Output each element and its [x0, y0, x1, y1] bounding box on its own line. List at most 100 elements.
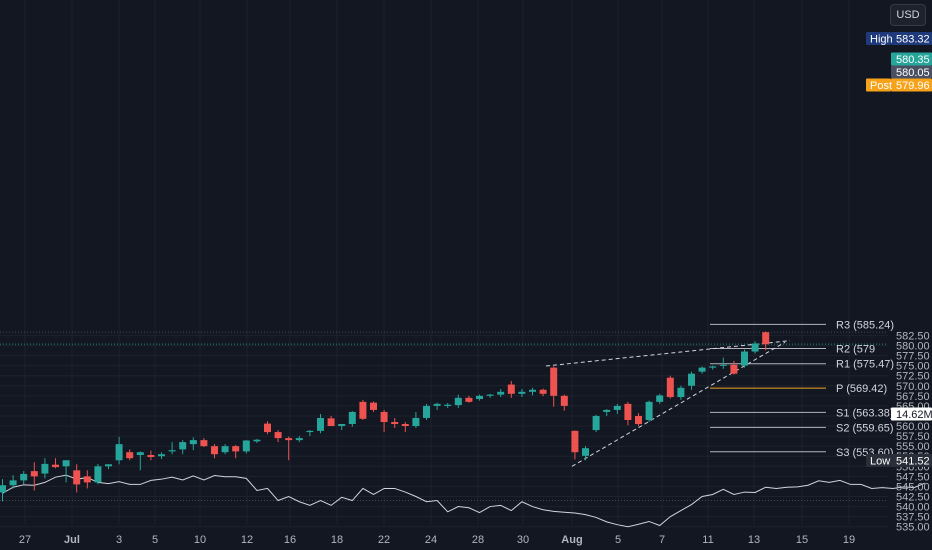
pivot-level-label: S1 (563.38) — [836, 407, 893, 419]
candlestick-series — [0, 331, 770, 502]
candle-body — [0, 485, 6, 493]
candle — [359, 399, 367, 420]
candle — [412, 411, 420, 429]
candle — [285, 436, 293, 461]
candle — [507, 380, 515, 398]
candle — [666, 375, 674, 399]
x-tick-label: Aug — [561, 534, 582, 546]
x-tick-label: 7 — [659, 534, 665, 546]
candle-body — [624, 403, 632, 420]
candle-body — [370, 402, 377, 410]
x-tick-label: 5 — [152, 534, 158, 546]
price-badge: 579.96 Post — [866, 78, 932, 92]
candle — [30, 462, 38, 491]
price-badge-box — [891, 32, 932, 45]
candle — [317, 413, 324, 434]
candle-body — [412, 417, 420, 427]
pivot-level-label: S2 (559.65) — [836, 422, 893, 434]
candle-body — [168, 450, 176, 452]
candle — [465, 395, 473, 403]
candle-body — [9, 480, 17, 486]
candle-body — [317, 417, 324, 431]
y-tick-label: 547.50 — [896, 471, 930, 483]
x-tick-label: 18 — [331, 534, 343, 546]
candle-body — [423, 405, 430, 418]
candle-body — [285, 438, 293, 441]
candle-body — [327, 418, 335, 427]
candle-body — [454, 397, 462, 406]
candle — [94, 463, 102, 485]
price-badges: 583.32High580.35580.05579.96Post541.52Lo… — [866, 32, 932, 468]
candle-body — [518, 391, 526, 394]
candle — [338, 424, 346, 431]
candle-body — [592, 415, 600, 431]
candle — [105, 464, 112, 470]
candle — [582, 446, 589, 461]
candle-body — [571, 430, 579, 453]
candle — [20, 471, 28, 485]
candle — [751, 341, 759, 354]
y-tick-label: 555.00 — [896, 441, 930, 453]
y-tick-label: 575.00 — [896, 361, 930, 373]
x-tick-label: 30 — [517, 534, 529, 546]
candle — [560, 394, 568, 411]
candle — [645, 400, 653, 422]
price-badge-value: 580.35 — [896, 54, 930, 66]
candle-body — [115, 444, 123, 461]
candle-body — [359, 401, 367, 419]
candle-body — [751, 343, 759, 352]
candle-body — [476, 395, 483, 400]
price-badge: 580.05 — [891, 65, 932, 79]
currency-button[interactable]: USD — [890, 4, 926, 26]
candle — [126, 449, 134, 461]
candle — [719, 357, 727, 369]
candle-body — [105, 464, 112, 467]
lower-trend-line — [571, 341, 786, 467]
candle-body — [221, 446, 229, 453]
candle — [370, 401, 377, 412]
candle-body — [232, 446, 240, 452]
volume-line-group — [2, 474, 925, 528]
x-tick-label: 19 — [843, 534, 855, 546]
candle — [189, 437, 197, 451]
candle — [179, 440, 187, 455]
price-badge-box — [891, 78, 932, 92]
candle-body — [560, 395, 568, 406]
candle-body — [147, 455, 155, 458]
candle — [295, 436, 303, 443]
candle — [539, 388, 547, 397]
time-axis[interactable]: 27 Jul 3 5 10 12 16 18 22 24 28 30 Aug 5 7 11 13 15 19 — [19, 534, 855, 546]
candle — [592, 414, 600, 433]
candle-body — [401, 424, 409, 427]
candle-body — [613, 405, 621, 410]
price-badge-value: 583.32 — [896, 34, 930, 46]
candle-body — [189, 440, 197, 445]
candle — [158, 452, 165, 460]
price-badge-value: 579.96 — [896, 80, 930, 92]
trend-lines — [545, 340, 791, 467]
x-tick-label: 5 — [615, 534, 621, 546]
candle-body — [709, 366, 717, 368]
candle — [762, 331, 770, 351]
price-badge-box — [891, 454, 932, 467]
candle — [423, 403, 430, 420]
candle — [486, 393, 494, 398]
candle — [677, 385, 685, 400]
y-tick-label: 567.50 — [896, 391, 930, 403]
y-tick-label: 535.00 — [896, 522, 930, 534]
candle — [741, 349, 748, 368]
price-badge-box — [891, 52, 932, 66]
candle — [200, 438, 208, 447]
candle — [391, 417, 399, 429]
candle-body — [380, 411, 388, 422]
price-axis[interactable]: 535.00537.50540.00542.50545.00547.50550.… — [896, 330, 930, 533]
candle — [571, 430, 579, 460]
candle-body — [200, 440, 208, 447]
x-tick-label: 13 — [748, 534, 760, 546]
candle — [41, 458, 49, 479]
candle-body — [264, 423, 271, 433]
pivot-level-label: R3 (585.24) — [836, 319, 894, 331]
candle-body — [550, 367, 558, 396]
